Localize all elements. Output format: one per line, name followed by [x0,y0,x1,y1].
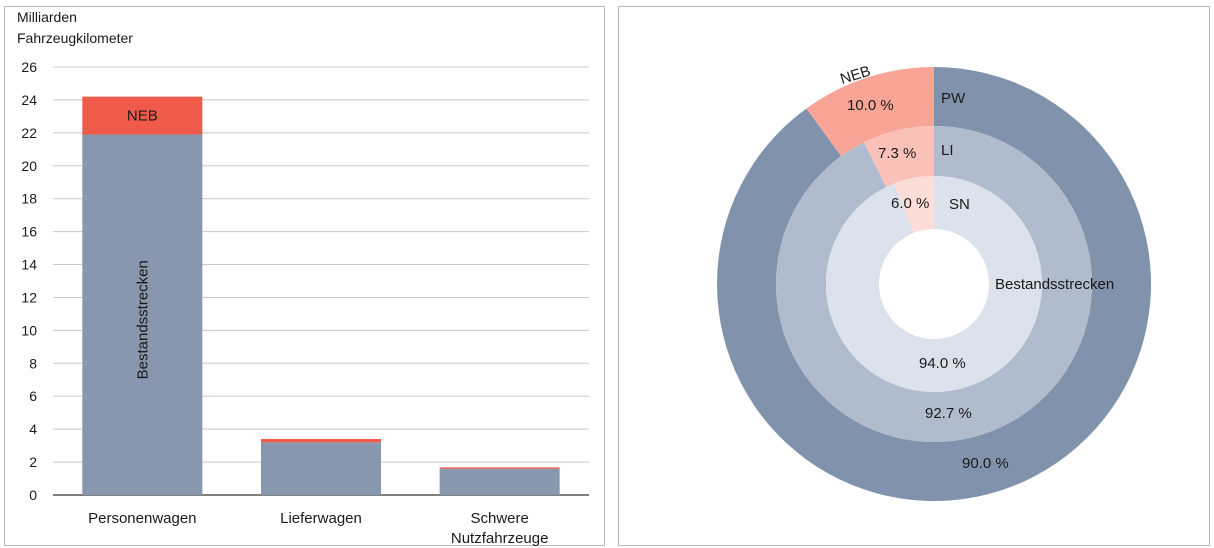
y-tick-label: 18 [21,191,37,207]
ring-label-li: LI [941,142,954,159]
bestand-percent-pw: 90.0 % [962,455,1009,472]
y-tick-label: 8 [29,355,37,371]
y-axis-title-line1: Milliarden [17,9,77,25]
y-tick-label: 22 [21,125,37,141]
donut-slice-neb-sn [894,176,934,233]
bestand-percent-li: 92.7 % [925,405,972,422]
x-category-label: Personenwagen [88,510,196,527]
y-tick-label: 20 [21,158,37,174]
x-category-label: Schwere [470,510,528,527]
donut-slice-bestandsstrecken-li [776,126,1092,442]
y-tick-label: 26 [21,59,37,75]
bestandsstrecken-bar-label: Bestandsstrecken [134,260,151,379]
y-tick-label: 10 [21,322,37,338]
neb-percent-pw: 10.0 % [847,97,894,114]
y-tick-label: 4 [29,421,37,437]
y-tick-label: 14 [21,257,37,273]
donut-slice-bestandsstrecken-sn [826,176,1042,392]
ring-label-sn: SN [949,196,970,213]
x-category-label: Lieferwagen [280,510,362,527]
bar-segment-neb [82,96,203,135]
neb-percent-sn: 6.0 % [891,195,929,212]
y-tick-label: 16 [21,224,37,240]
bar-segment-bestandsstrecken [261,442,381,495]
y-tick-label: 2 [29,454,37,470]
neb-bar-label: NEB [127,108,158,125]
donut-chart-panel: PW LI SN 10.0 % 7.3 % 6.0 % 94.0 % 92.7 % 90.0 %… [618,6,1210,546]
stacked-bar-chart: Milliarden Fahrzeugkilometer 02468101214… [17,9,589,547]
donut-slice-neb-li [864,126,934,188]
donut-slice-neb-pw [806,67,934,157]
bar-segment-bestandsstrecken [439,468,560,495]
y-tick-label: 12 [21,289,37,305]
bestand-percent-sn: 94.0 % [919,355,966,372]
x-category-label: Nutzfahrzeuge [451,530,549,547]
y-axis-title-line2: Fahrzeugkilometer [17,30,133,46]
slice-name-bestandsstrecken: Bestandsstrecken [995,276,1114,293]
neb-percent-li: 7.3 % [878,145,916,162]
ring-label-pw: PW [941,90,966,107]
bar-segment-neb [261,439,381,443]
bar-chart-panel: Milliarden Fahrzeugkilometer 0 2 4 6 8 10 12 14… [4,6,605,547]
nested-donut-chart: PW LI SN 10.0 % 7.3 % 6.0 % 94.0 % 92.7 % 90.0 %… [717,63,1151,501]
y-tick-label: 24 [21,92,37,108]
bar-segment-neb [439,467,560,469]
bar-segment-bestandsstrecken [82,134,203,495]
y-tick-label: 6 [29,388,37,404]
y-tick-label: 0 [29,487,37,503]
